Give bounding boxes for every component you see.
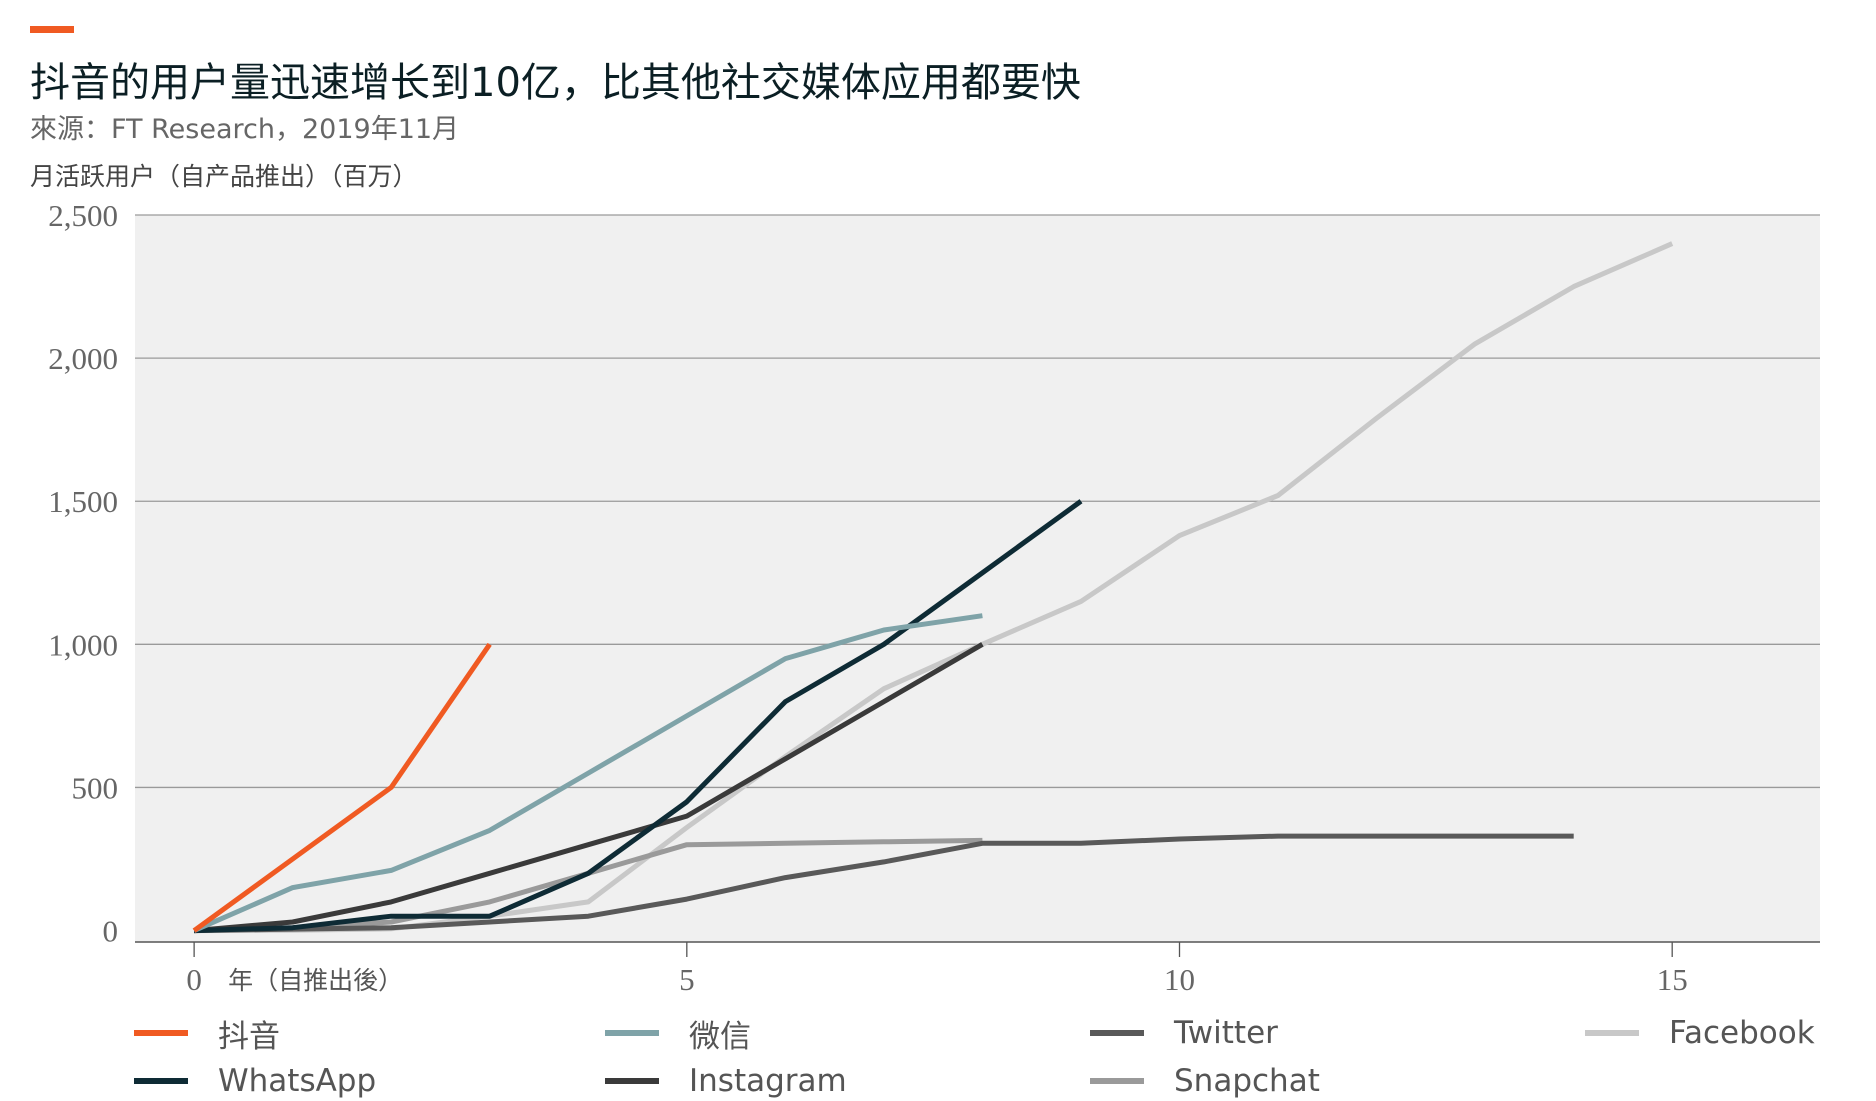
chart-title: 抖音的用户量迅速增长到10亿，比其他社交媒体应用都要快 <box>30 60 1081 106</box>
x-tick-label: 15 <box>1657 962 1688 997</box>
x-tick-label: 10 <box>1164 962 1195 997</box>
legend-label: Facebook <box>1669 1015 1815 1051</box>
y-tick-label: 1,500 <box>48 484 118 519</box>
series-lines <box>192 241 1674 934</box>
legend-label: Snapchat <box>1174 1063 1320 1099</box>
legend-item-facebook: Facebook <box>1585 1013 1815 1053</box>
x-axis-label: 年（自推出後） <box>228 966 403 995</box>
y-tick-label: 1,000 <box>48 627 118 662</box>
series-line <box>192 642 492 933</box>
legend-label: WhatsApp <box>218 1063 377 1099</box>
x-axis-ticks: 0 5 10 15 年（自推出後） <box>186 942 1688 997</box>
line-chart: 0 500 1,000 1,500 2,000 2,500 0 5 10 15 年（自推出後） <box>48 198 1820 997</box>
legend-item-wechat: 微信 <box>605 1013 751 1055</box>
series-line <box>193 642 984 934</box>
legend-swatch <box>1585 1030 1639 1036</box>
legend-swatch <box>134 1078 188 1084</box>
legend-swatch <box>1090 1030 1144 1036</box>
legend-item-snapchat: Snapchat <box>1090 1061 1320 1101</box>
y-axis-ticks: 0 500 1,000 1,500 2,000 2,500 <box>48 198 118 949</box>
legend-item-douyin: 抖音 <box>134 1013 280 1055</box>
legend-swatch <box>605 1078 659 1084</box>
y-tick-label: 2,000 <box>48 341 118 376</box>
y-tick-label: 0 <box>103 914 119 949</box>
legend-item-twitter: Twitter <box>1090 1013 1278 1053</box>
y-tick-label: 500 <box>72 770 119 805</box>
legend-label: 抖音 <box>218 1018 280 1055</box>
x-tick-label: 5 <box>679 962 695 997</box>
legend: 抖音 微信 Twitter Facebook WhatsApp Instagra… <box>0 1005 1876 1101</box>
legend-swatch <box>605 1030 659 1036</box>
series-line <box>194 499 1083 934</box>
accent-bar <box>30 26 74 33</box>
legend-swatch <box>134 1030 188 1036</box>
y-axis-label: 月活跃用户（自产品推出）（百万） <box>30 162 418 191</box>
legend-item-whatsapp: WhatsApp <box>134 1061 376 1101</box>
legend-label: Twitter <box>1174 1015 1278 1051</box>
x-tick-label: 0 <box>186 962 202 997</box>
series-line <box>194 833 1574 934</box>
legend-label: Instagram <box>689 1063 847 1099</box>
legend-swatch <box>1090 1078 1144 1084</box>
chart-source: 來源：FT Research，2019年11月 <box>30 114 460 145</box>
legend-label: 微信 <box>689 1018 751 1055</box>
legend-item-instagram: Instagram <box>605 1061 847 1101</box>
series-line <box>193 613 983 933</box>
y-tick-label: 2,500 <box>48 198 118 233</box>
